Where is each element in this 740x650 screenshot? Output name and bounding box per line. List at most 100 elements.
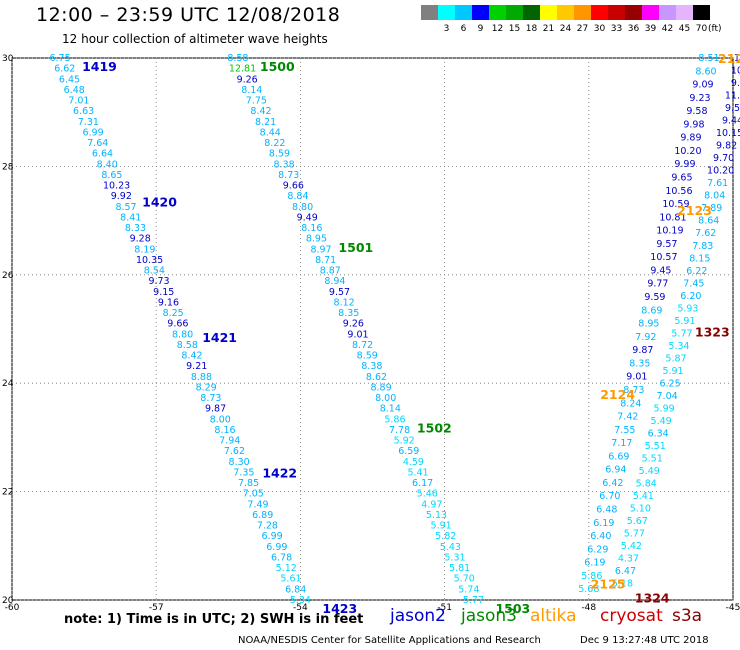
swh-value: 8.54 xyxy=(144,266,165,277)
swh-value: 9.57 xyxy=(656,239,677,250)
altika-orbit-label: 2123 xyxy=(677,203,712,218)
swh-value: 9.26 xyxy=(343,319,364,330)
lon-tick-label: -45 xyxy=(726,603,740,613)
swh-value: 10.20 xyxy=(707,166,734,177)
swh-value: 5.81 xyxy=(449,563,470,574)
swh-value: 8.84 xyxy=(287,191,308,202)
legend-label: 42 xyxy=(661,24,674,34)
swh-value: 6.89 xyxy=(252,510,273,521)
satellite-name: jason3 xyxy=(461,606,517,626)
swh-value: 8.29 xyxy=(196,382,217,393)
swh-value: 6.48 xyxy=(64,85,85,96)
swh-value: 8.58 xyxy=(227,53,248,64)
legend-label: 9 xyxy=(477,24,484,34)
swh-value: 8.95 xyxy=(306,234,327,245)
swh-value: 7.89 xyxy=(701,203,722,214)
legend-label: 33 xyxy=(610,24,623,34)
swh-value: 5.84 xyxy=(636,479,657,490)
swh-value: 7.45 xyxy=(683,278,704,289)
satellite-name: altika xyxy=(530,606,577,626)
swh-value: 8.73 xyxy=(623,385,644,396)
swh-value: 8.88 xyxy=(191,372,212,383)
orbit-number-label: 1420 xyxy=(142,195,177,210)
legend-label: 39 xyxy=(644,24,657,34)
swh-value: 4.97 xyxy=(421,499,442,510)
swh-value: 6.99 xyxy=(82,127,103,138)
swh-value: 5.18 xyxy=(612,579,633,590)
legend-swatch xyxy=(489,5,506,20)
swh-value: 8.60 xyxy=(695,66,716,77)
swh-value: 10.56 xyxy=(665,186,692,197)
swh-value: 9.01 xyxy=(347,329,368,340)
lat-tick-label: 28 xyxy=(2,162,14,172)
legend-label: 21 xyxy=(542,24,555,34)
swh-value: 8.14 xyxy=(380,404,401,415)
swh-value: 9.49 xyxy=(297,212,318,223)
lon-tick-label: -48 xyxy=(581,603,596,613)
swh-value: 9.57 xyxy=(329,287,350,298)
swh-value: 10.15 xyxy=(716,128,740,139)
swh-value: 10.23 xyxy=(103,181,130,192)
page-subtitle: 12 hour collection of altimeter wave hei… xyxy=(62,32,328,46)
swh-value: 6.63 xyxy=(73,106,94,117)
swh-value: 10.59 xyxy=(662,199,689,210)
legend-swatch xyxy=(574,5,591,20)
swh-value: 8.95 xyxy=(638,319,659,330)
swh-value: 5.46 xyxy=(417,489,438,500)
orbit-number-label: 1324 xyxy=(635,590,670,605)
swh-value: 8.12 xyxy=(334,297,355,308)
swh-value: 7.85 xyxy=(238,478,259,489)
swh-value: 10.67 xyxy=(731,66,740,77)
legend-label: 18 xyxy=(525,24,538,34)
swh-value: 8.73 xyxy=(278,170,299,181)
satellite-name: jason2 xyxy=(390,606,446,626)
swh-value: 8.69 xyxy=(641,305,662,316)
swh-value: 6.34 xyxy=(648,429,669,440)
page-title: 12:00 – 23:59 UTC 12/08/2018 xyxy=(36,4,341,26)
lon-tick-label: -54 xyxy=(293,603,308,613)
swh-value: 5.87 xyxy=(665,353,686,364)
swh-value: 7.62 xyxy=(224,446,245,457)
swh-value: 6.69 xyxy=(608,451,629,462)
swh-value: 6.19 xyxy=(584,558,605,569)
swh-value: 6.40 xyxy=(590,531,611,542)
legend-swatch xyxy=(540,5,557,20)
swh-value: 8.59 xyxy=(269,149,290,160)
swh-value: 8.33 xyxy=(125,223,146,234)
swh-value: 9.82 xyxy=(716,141,737,152)
swh-value: 8.15 xyxy=(689,253,710,264)
swh-value: 9.73 xyxy=(148,276,169,287)
altika-orbit-label: 2125 xyxy=(591,577,626,592)
swh-value: 8.59 xyxy=(357,351,378,362)
swh-value: 10.35 xyxy=(136,255,163,266)
swh-value: 6.70 xyxy=(599,491,620,502)
swh-value: 6.17 xyxy=(412,478,433,489)
lon-tick-label: -60 xyxy=(5,603,20,613)
swh-value: 9.28 xyxy=(130,234,151,245)
swh-value: 9.15 xyxy=(153,287,174,298)
swh-value: 7.28 xyxy=(257,521,278,532)
swh-value: 5.91 xyxy=(674,316,695,327)
swh-value: 9.59 xyxy=(644,292,665,303)
swh-value: 5.51 xyxy=(645,441,666,452)
swh-value: 5.67 xyxy=(627,516,648,527)
swh-value: 8.38 xyxy=(274,159,295,170)
legend-label: 12 xyxy=(491,24,504,34)
swh-value: 5.49 xyxy=(639,466,660,477)
swh-value: 9.92 xyxy=(111,191,132,202)
lat-tick-label: 30 xyxy=(2,54,14,64)
swh-value: 9.66 xyxy=(283,181,304,192)
swh-value: 5.68 xyxy=(578,584,599,595)
legend-swatch xyxy=(659,5,676,20)
swh-value: 5.41 xyxy=(407,467,428,478)
swh-value: 7.05 xyxy=(243,489,264,500)
swh-value: 6.84 xyxy=(285,584,306,595)
lon-tick-label: -51 xyxy=(437,603,452,613)
swh-value: 9.21 xyxy=(186,361,207,372)
orbit-number-label: 1419 xyxy=(82,59,117,74)
swh-value: 8.57 xyxy=(115,202,136,213)
swh-value: 8.19 xyxy=(134,244,155,255)
swh-value: 6.99 xyxy=(262,531,283,542)
generated-timestamp: Dec 9 13:27:48 UTC 2018 xyxy=(580,635,709,646)
swh-value: 5.43 xyxy=(440,542,461,553)
